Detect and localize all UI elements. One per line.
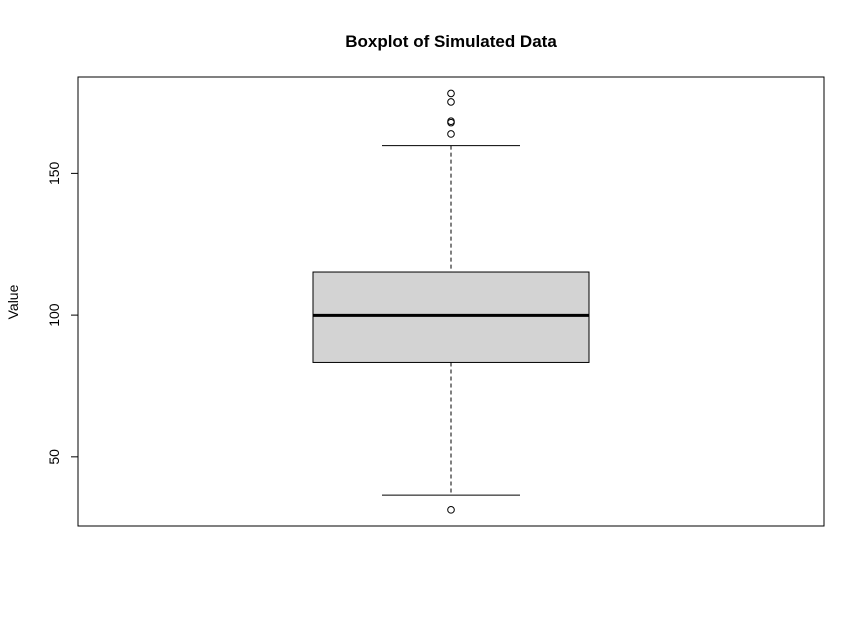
y-tick-label: 50 (46, 449, 62, 465)
outlier-point (447, 130, 455, 138)
box-group (312, 145, 590, 496)
outlier-point (447, 98, 455, 106)
chart-title: Boxplot of Simulated Data (345, 32, 557, 51)
outlier-point (447, 117, 455, 126)
outlier-group (447, 89, 455, 514)
y-tick-label: 100 (46, 303, 62, 327)
iqr-box (312, 271, 590, 363)
y-axis: 50 100 150 (46, 161, 79, 465)
outlier-point (447, 89, 455, 98)
outlier-point (447, 506, 455, 514)
y-tick-label: 150 (46, 161, 62, 185)
y-axis-label: Value (5, 284, 21, 319)
